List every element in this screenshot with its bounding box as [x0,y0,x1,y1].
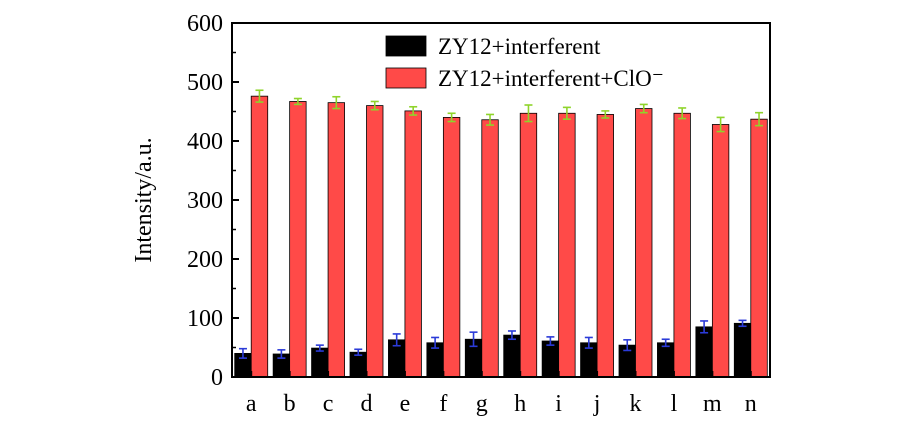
bar-l-series-1 [657,342,675,378]
x-tick-label: f [439,391,447,417]
bar-n-series-1 [733,322,752,378]
bar-i-series-2 [558,112,576,378]
x-tick-label: a [246,391,257,417]
bar-a-series-2 [250,95,269,378]
legend-swatch-series-2 [385,67,427,89]
bar-c-series-2 [327,102,345,378]
x-tick-label: c [323,391,334,417]
y-tick-label: 200 [187,247,223,273]
error-bars-layer [238,89,764,359]
bar-e-series-2 [404,110,422,378]
bar-m-series-1 [695,326,713,378]
x-tick-label: j [593,391,601,417]
y-tick-label: 500 [187,70,223,96]
legend: ZY12+interferent ZY12+interferent+ClO⁻ [385,34,664,91]
x-tick-label: e [400,391,411,417]
bars-layer [234,95,768,378]
bar-i-series-1 [541,340,560,378]
legend-label-series-2: ZY12+interferent+ClO⁻ [438,66,664,91]
y-tick-label: 0 [211,365,223,391]
bar-f-series-2 [442,117,461,378]
bar-j-series-2 [596,114,614,378]
legend-swatch-series-1 [385,35,427,57]
bar-c-series-1 [311,347,329,378]
x-tick-label: k [630,391,642,417]
x-tick-label: i [555,391,562,417]
x-tick-label: m [703,391,722,417]
bar-h-series-2 [519,112,538,378]
bar-k-series-2 [635,108,653,378]
bar-g-series-2 [481,119,499,378]
bar-h-series-1 [503,334,521,378]
bar-b-series-2 [289,101,307,378]
bar-d-series-2 [366,105,384,378]
bar-n-series-2 [750,118,768,378]
y-tick-label: 600 [187,11,223,37]
y-tick-label: 300 [187,188,223,214]
y-tick-label: 400 [187,129,223,155]
x-tick-label: g [476,391,488,417]
x-tick-label: b [284,391,296,417]
x-tick-label: n [745,391,757,417]
x-tick-label: l [671,391,678,417]
bar-m-series-2 [711,124,730,378]
y-axis-title: Intensity/a.u. [131,137,157,262]
y-axis: 0 100 200 300 400 500 600 [187,11,239,391]
legend-label-series-1: ZY12+interferent [438,34,601,59]
y-tick-label: 100 [187,306,223,332]
x-tick-label: d [361,391,373,417]
x-tick-label: h [514,391,526,417]
bar-l-series-2 [673,112,691,378]
